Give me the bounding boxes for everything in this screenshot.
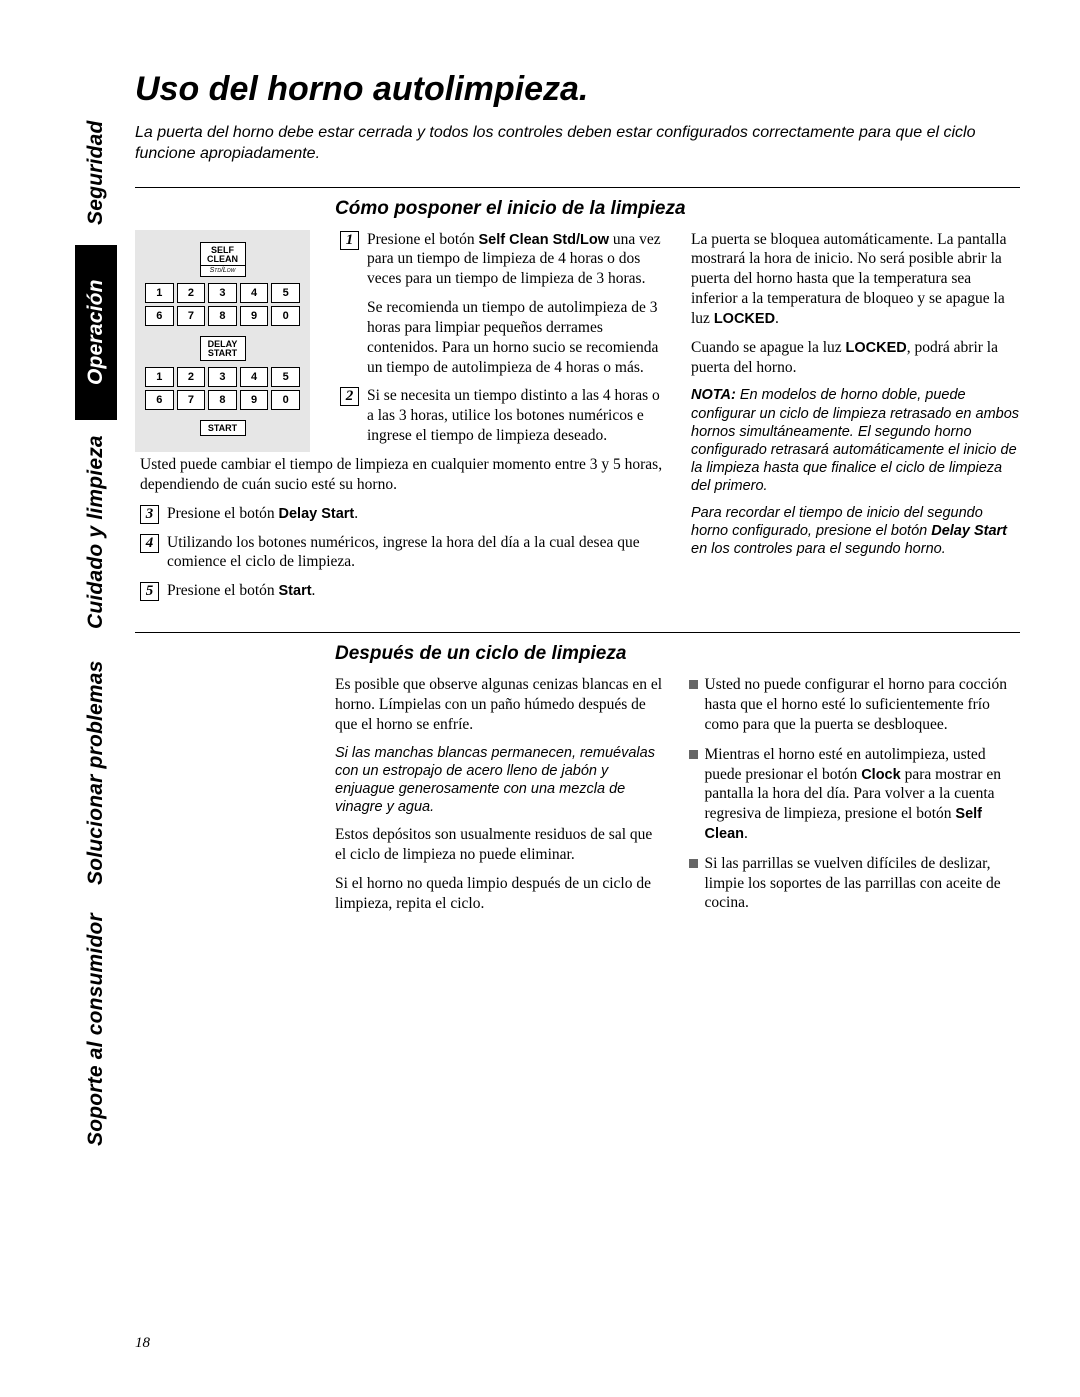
key: 5: [271, 283, 300, 303]
nota-double-oven: NOTA: En modelos de horno doble, puede c…: [691, 386, 1020, 495]
change-time-text: Usted puede cambiar el tiempo de limpiez…: [140, 455, 669, 495]
section2-left-column: Es posible que observe algunas cenizas b…: [335, 675, 667, 923]
key: 0: [271, 306, 300, 326]
tab-cuidado: Cuidado y limpieza: [75, 420, 117, 645]
step-number-2: 2: [340, 387, 359, 406]
section2-right-column: Usted no puede configurar el horno para …: [689, 675, 1021, 923]
tab-soporte: Soporte al consumidor: [75, 900, 117, 1160]
bullet-icon: [689, 680, 698, 689]
step-number-4: 4: [140, 534, 159, 553]
key: 3: [208, 367, 237, 387]
delay-start-button: DELAY START: [200, 336, 246, 361]
divider: [135, 187, 1020, 188]
key: 4: [240, 367, 269, 387]
intro-text: La puerta del horno debe estar cerrada y…: [135, 123, 1020, 165]
section1-heading: Cómo posponer el inicio de la limpieza: [335, 198, 1020, 220]
key: 2: [177, 367, 206, 387]
step3-text: Presione el botón Delay Start.: [167, 504, 669, 524]
key: 0: [271, 390, 300, 410]
key: 5: [271, 367, 300, 387]
white-stains-note: Si las manchas blancas permanecen, remué…: [335, 744, 667, 817]
key: 6: [145, 390, 174, 410]
start-button: START: [200, 420, 246, 436]
step-number-3: 3: [140, 505, 159, 524]
key: 1: [145, 283, 174, 303]
key: 9: [240, 306, 269, 326]
bullet-icon: [689, 750, 698, 759]
nota-delay-start: Para recordar el tiempo de inicio del se…: [691, 504, 1020, 558]
section2-heading: Después de un ciclo de limpieza: [335, 643, 1020, 665]
section1-left-column: 1 Presione el botón Self Clean Std/Low u…: [340, 230, 669, 611]
bullet-item: Mientras el horno esté en autolimpieza, …: [689, 745, 1021, 844]
bullet2-text: Mientras el horno esté en autolimpieza, …: [705, 745, 1021, 844]
step-number-1: 1: [340, 231, 359, 250]
key: 7: [177, 306, 206, 326]
tab-operacion: Operación: [75, 245, 117, 420]
divider: [135, 632, 1020, 633]
key: 6: [145, 306, 174, 326]
step2-text: Si se necesita un tiempo distinto a las …: [367, 386, 669, 445]
self-clean-button: SELF CLEAN Std/Low: [200, 242, 246, 277]
sidebar-tabs: Seguridad Operación Cuidado y limpieza S…: [75, 100, 117, 1340]
key: 8: [208, 306, 237, 326]
page-title: Uso del horno autolimpieza.: [135, 70, 1020, 109]
key: 2: [177, 283, 206, 303]
keypad-grid-1: 1 2 3 4 5 6 7 8 9 0: [145, 283, 300, 326]
bullet-item: Usted no puede configurar el horno para …: [689, 675, 1021, 734]
bullet1-text: Usted no puede configurar el horno para …: [705, 675, 1021, 734]
step5-text: Presione el botón Start.: [167, 581, 669, 601]
recommendation-text: Se recomienda un tiempo de autolimpieza …: [367, 298, 669, 377]
key: 8: [208, 390, 237, 410]
key: 9: [240, 390, 269, 410]
auto-lock-text: La puerta se bloquea automáticamente. La…: [691, 230, 1020, 329]
keypad-grid-2: 1 2 3 4 5 6 7 8 9 0: [145, 367, 300, 410]
key: 7: [177, 390, 206, 410]
section1-right-column: La puerta se bloquea automáticamente. La…: [691, 230, 1020, 611]
locked-off-text: Cuando se apague la luz LOCKED, podrá ab…: [691, 338, 1020, 378]
salt-deposits-text: Estos depósitos son usualmente residuos …: [335, 825, 667, 865]
step1-text: Presione el botón Self Clean Std/Low una…: [367, 230, 669, 289]
bullet-icon: [689, 859, 698, 868]
tab-seguridad: Seguridad: [75, 100, 117, 245]
step4-text: Utilizando los botones numéricos, ingres…: [167, 533, 669, 573]
bullet3-text: Si las parrillas se vuelven difíciles de…: [705, 854, 1021, 913]
key: 3: [208, 283, 237, 303]
bullet-item: Si las parrillas se vuelven difíciles de…: [689, 854, 1021, 913]
step-number-5: 5: [140, 582, 159, 601]
key: 1: [145, 367, 174, 387]
tab-solucionar: Solucionar problemas: [75, 645, 117, 900]
key: 4: [240, 283, 269, 303]
page-number: 18: [135, 1335, 150, 1352]
repeat-cycle-text: Si el horno no queda limpio después de u…: [335, 874, 667, 914]
ashes-text: Es posible que observe algunas cenizas b…: [335, 675, 667, 734]
